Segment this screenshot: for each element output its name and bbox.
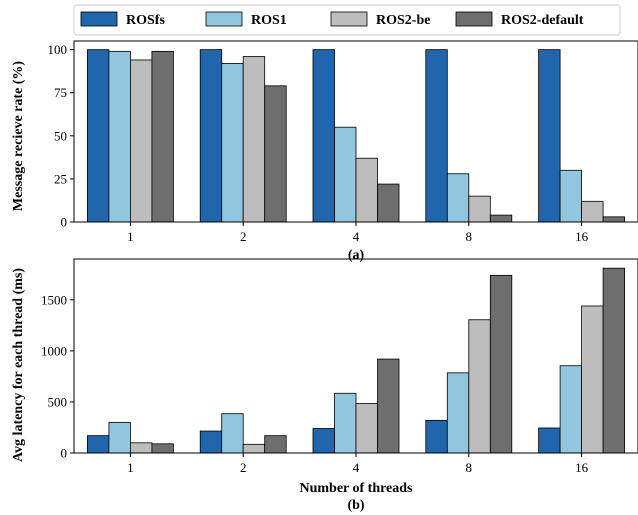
- bar-ros2-be-2: [242, 56, 266, 223]
- bar-rosfs-8: [425, 49, 448, 223]
- y-tick-label: 0: [61, 215, 68, 230]
- x-tick-label: 16: [575, 460, 589, 475]
- y-tick-label: 500: [48, 394, 68, 409]
- bar-ros1-8: [446, 173, 470, 223]
- bar-ros2-default-1: [151, 443, 174, 454]
- bar-ros1-8: [446, 372, 470, 454]
- bar-rosfs-4: [312, 49, 335, 223]
- bar-ros1-1: [108, 421, 131, 454]
- legend-swatch: [205, 11, 243, 27]
- x-tick-label: 8: [466, 460, 473, 475]
- bar-ros2-default-2: [264, 85, 287, 223]
- bar-ros2-default-4: [377, 358, 400, 454]
- bar-ros2-be-8: [468, 195, 491, 223]
- bar-ros2-default-16: [602, 267, 625, 454]
- y-tick-label: 1000: [41, 343, 67, 358]
- legend-swatch: [455, 11, 493, 27]
- bar-rosfs-1: [87, 49, 110, 223]
- legend: ROSfs ROS1 ROS2-be ROS2-default: [73, 4, 621, 36]
- bar-ros2-default-2: [264, 435, 287, 454]
- bar-ros2-default-1: [151, 50, 174, 223]
- bar-ros1-4: [334, 392, 357, 454]
- bar-ros2-be-2: [242, 443, 266, 454]
- y-axis-label-a: Message recieve rate (%): [11, 61, 26, 211]
- bar-ros1-1: [108, 50, 131, 223]
- y-axis-label-b: Avg latency for each thread (ms): [11, 268, 26, 462]
- chart-panel-a: Message recieve rate (%) (a) 0 25 50 75 100 1…: [11, 40, 638, 263]
- bar-ros2-be-16: [581, 200, 604, 223]
- bar-ros1-16: [559, 169, 582, 223]
- x-tick-label: 8: [466, 229, 473, 244]
- y-tick-label: 50: [54, 128, 67, 143]
- x-tick-label: 16: [575, 229, 589, 244]
- bar-ros1-16: [559, 365, 582, 454]
- x-tick-label: 1: [127, 229, 134, 244]
- y-tick-label: 0: [61, 446, 68, 461]
- x-tick-label: 2: [240, 460, 247, 475]
- legend-label: ROSfs: [126, 13, 165, 28]
- subplot-label-a: (a): [348, 248, 365, 263]
- bar-ros2-be-4: [355, 403, 378, 454]
- legend-label: ROS1: [251, 13, 287, 28]
- y-tick-label: 100: [48, 42, 68, 57]
- bar-ros1-4: [334, 126, 357, 223]
- bar-ros2-be-4: [355, 157, 378, 223]
- bar-ros2-default-8: [489, 274, 513, 454]
- bar-rosfs-8: [425, 419, 448, 454]
- bar-ros2-be-1: [129, 442, 153, 454]
- legend-label: ROS2-default: [501, 13, 584, 28]
- x-tick-label: 4: [353, 229, 360, 244]
- bar-rosfs-2: [199, 49, 223, 223]
- bar-ros2-default-4: [377, 183, 400, 223]
- y-tick-label: 1500: [41, 292, 67, 307]
- bar-ros2-default-8: [489, 214, 513, 223]
- x-axis-label-b: Number of threads: [299, 481, 413, 496]
- bar-ros2-be-16: [581, 305, 604, 454]
- bar-ros2-be-8: [468, 319, 491, 454]
- y-tick-label: 25: [54, 171, 67, 186]
- bar-rosfs-16: [538, 427, 561, 454]
- bar-ros1-2: [221, 413, 244, 454]
- x-tick-label: 2: [240, 229, 247, 244]
- subplot-label-b: (b): [347, 498, 364, 513]
- bar-rosfs-16: [538, 49, 561, 223]
- legend-swatch: [80, 11, 118, 27]
- legend-swatch: [330, 11, 368, 27]
- bar-ros2-be-1: [129, 59, 153, 223]
- chart-panel-b: Avg latency for each thread (ms) Number …: [11, 258, 638, 513]
- bar-rosfs-2: [199, 430, 223, 454]
- bar-rosfs-4: [312, 428, 335, 454]
- y-tick-label: 75: [54, 85, 67, 100]
- bar-rosfs-1: [87, 435, 110, 454]
- x-tick-label: 1: [127, 460, 134, 475]
- bar-ros2-default-16: [602, 216, 625, 223]
- bar-ros1-2: [221, 63, 244, 223]
- legend-label: ROS2-be: [376, 13, 430, 28]
- x-tick-label: 4: [353, 460, 360, 475]
